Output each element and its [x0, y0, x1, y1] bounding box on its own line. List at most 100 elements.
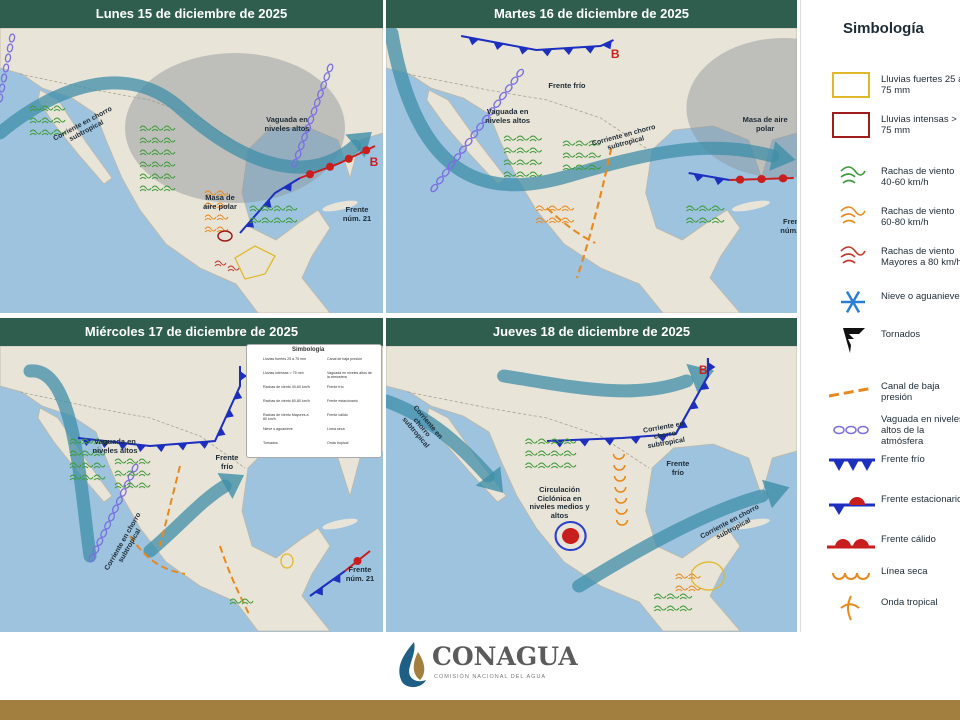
rain-box — [832, 112, 870, 138]
map-label: Frente núm. 21 — [342, 205, 372, 223]
footer-band — [0, 700, 960, 720]
wind-gust — [163, 149, 176, 156]
map-panel: Lunes 15 de diciembre de 2025 Corriente e… — [0, 0, 383, 313]
legend-icons — [827, 72, 875, 621]
cold-symbol — [700, 381, 710, 391]
wind-gust — [529, 171, 543, 178]
wind-gust — [93, 450, 106, 457]
wind-gust — [139, 137, 152, 144]
trough-link — [504, 84, 513, 93]
cold-symbol — [707, 362, 716, 372]
logo-icon — [399, 642, 426, 688]
wind-gust — [698, 217, 712, 224]
wind-gust — [151, 161, 164, 168]
land — [386, 346, 797, 632]
dry-line — [613, 464, 626, 471]
wind-gust — [151, 173, 164, 180]
wind-gust — [53, 105, 66, 112]
wind-gust — [261, 205, 274, 212]
map-label: Vaguada en niveles altos — [485, 107, 531, 125]
wind-gust — [575, 164, 589, 171]
trough-link — [6, 43, 14, 53]
legend-item: Vaguada en niveles altos de la atmósfera — [881, 414, 960, 447]
wind-gust — [138, 458, 151, 465]
wind-gust — [686, 217, 699, 224]
trough-link — [301, 132, 308, 142]
legend-icon — [832, 112, 870, 138]
wind-gust — [563, 462, 577, 469]
map-layer — [386, 28, 797, 313]
wind-gust — [516, 171, 530, 178]
cold-symbol — [579, 439, 590, 447]
trough-link — [323, 72, 331, 82]
warm-symbol — [853, 539, 869, 547]
trough-link — [4, 53, 12, 63]
wind-gust — [537, 438, 551, 445]
low-center — [561, 528, 580, 544]
wind-gust — [679, 605, 693, 612]
cold-symbol — [656, 434, 668, 442]
wind-gust — [548, 205, 562, 212]
wind-gust — [126, 458, 139, 465]
map-label: Vaguada en niveles altos — [92, 437, 138, 455]
wind-gust — [562, 140, 576, 147]
wind-gust — [126, 482, 139, 489]
dry-line — [614, 497, 628, 504]
wind-gust — [675, 585, 689, 592]
map-label: B — [610, 47, 620, 61]
wind-gust — [503, 147, 517, 154]
wind-gust — [69, 462, 82, 469]
footer: CONAGUA COMISIÓN NACIONAL DEL AGUA — [0, 632, 960, 700]
cold-symbol — [283, 182, 292, 192]
panel-title: Miércoles 17 de diciembre de 2025 — [0, 318, 383, 346]
trough-link — [441, 168, 450, 177]
inset-item: Rachas de viento 40-60 km/h — [263, 385, 310, 389]
map-panel: Jueves 18 de diciembre de 2025 B Corriente… — [386, 318, 797, 632]
cold-symbol — [602, 40, 612, 50]
trough-link — [100, 529, 108, 538]
legend-item: Frente frío — [881, 454, 925, 465]
rain-box — [832, 72, 870, 98]
cold-symbol — [118, 442, 128, 450]
snow-arm — [845, 290, 861, 314]
wave-icon — [840, 595, 860, 621]
cold-symbol — [493, 42, 504, 50]
trough-link — [0, 93, 4, 103]
legend-icon — [827, 539, 875, 549]
wind-gust — [163, 161, 176, 168]
wind-gust — [840, 206, 866, 224]
inset-legend: Simbología Lluvias fuertes 25 a 75 mm Lluv… — [246, 344, 382, 458]
trough-link — [8, 33, 16, 43]
trough-link — [464, 137, 473, 147]
trough-link — [0, 83, 6, 93]
wind-gust — [81, 474, 94, 481]
wind-gust — [516, 135, 530, 142]
cold-symbol — [82, 438, 92, 446]
map-panel: Miércoles 17 de diciembre de 2025 Vaguada… — [0, 318, 383, 632]
wind-gust — [216, 214, 229, 221]
map-label: B — [698, 363, 708, 377]
wind-gust — [139, 185, 152, 192]
inset-item: Lluvias fuertes 25 a 75 mm — [263, 357, 307, 361]
wind-gust — [285, 217, 298, 224]
trough-link — [317, 89, 324, 99]
dry-line — [612, 453, 626, 460]
cold-symbol — [833, 505, 845, 515]
map-layer — [0, 28, 383, 313]
wind-gust — [679, 593, 693, 600]
trough-link — [320, 80, 328, 90]
legend-icon — [828, 386, 874, 398]
trough-link — [104, 520, 112, 530]
wind-gust — [688, 585, 701, 592]
wind-gust — [204, 202, 217, 209]
cold-symbol — [136, 444, 146, 452]
trough-link — [2, 63, 10, 73]
wind-gust — [503, 135, 517, 142]
wind-gust — [53, 129, 66, 136]
wind-gust — [114, 458, 127, 465]
cold-symbol — [847, 460, 859, 471]
wind-gust — [548, 217, 562, 224]
wind-gust — [139, 173, 152, 180]
wind-gust — [81, 438, 94, 445]
trough-link — [297, 141, 305, 151]
